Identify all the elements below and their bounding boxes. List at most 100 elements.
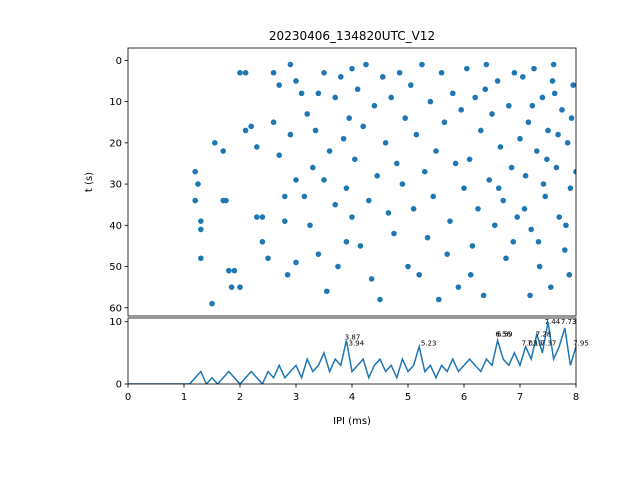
dot [517, 135, 523, 142]
dot [349, 65, 355, 72]
dot [573, 168, 576, 175]
annotation: 6.59 [497, 330, 513, 338]
y-tick-label: 0 [116, 380, 122, 391]
dot [195, 181, 201, 187]
y-axis-label: t (s) [84, 172, 95, 192]
dot [237, 284, 243, 290]
y-tick-label: 20 [109, 138, 122, 149]
dot [287, 61, 294, 68]
dot [469, 243, 476, 249]
dot [340, 135, 347, 142]
dot [357, 243, 364, 249]
dot [549, 78, 556, 84]
dot [332, 201, 339, 208]
dot [542, 193, 548, 200]
dot [529, 102, 536, 109]
dot [553, 164, 560, 171]
dot [335, 263, 341, 270]
dot [259, 214, 266, 220]
dot [380, 74, 386, 80]
dot [494, 78, 501, 84]
dot [307, 222, 313, 229]
annotation: 7.13 [527, 340, 543, 348]
dot [293, 177, 299, 183]
annotation: 7.73 [561, 318, 577, 326]
dot [522, 173, 529, 179]
dot [408, 82, 414, 88]
dot [441, 119, 448, 126]
dot [467, 271, 474, 278]
dot [550, 61, 557, 68]
dot [349, 214, 355, 220]
y-tick-label: 0 [116, 56, 122, 67]
dot [343, 238, 350, 245]
dot [534, 148, 540, 154]
dot [282, 218, 288, 224]
dot [514, 214, 520, 220]
dot [520, 74, 526, 80]
dot [455, 284, 462, 290]
dot [346, 115, 353, 121]
dot [237, 69, 243, 76]
dot [248, 123, 254, 130]
dot [568, 115, 575, 121]
dot [556, 214, 562, 220]
dot [433, 148, 439, 154]
dot [242, 127, 249, 134]
y-tick-label: 50 [109, 262, 122, 273]
dot [223, 197, 229, 204]
dot [253, 214, 260, 220]
dot [511, 69, 518, 76]
x-tick-label: 4 [349, 392, 355, 403]
dot [312, 127, 319, 134]
dot [391, 230, 397, 237]
dot [371, 102, 378, 109]
x-axis-label: IPI (ms) [333, 416, 371, 427]
dot [212, 140, 218, 146]
dot [259, 238, 266, 245]
annotation: 7.28 [536, 330, 552, 338]
dot [321, 69, 327, 76]
dot [508, 164, 515, 171]
dot [531, 65, 537, 72]
dot [419, 61, 425, 68]
dot [489, 111, 495, 117]
dot [396, 69, 403, 76]
dot [310, 164, 316, 171]
x-tick-label: 2 [237, 392, 243, 403]
dot [555, 131, 561, 138]
dot [566, 271, 573, 278]
annotation: 7.37 [541, 340, 557, 348]
dot [452, 160, 459, 167]
dot [450, 90, 456, 97]
axes-frame [127, 317, 577, 385]
annotation: 3.87 [345, 333, 361, 341]
dot [548, 284, 554, 290]
dot [228, 284, 235, 290]
line [128, 321, 576, 384]
dot [198, 226, 204, 233]
dot [416, 271, 423, 278]
dot [265, 255, 271, 262]
dot [503, 255, 509, 262]
dot [461, 185, 467, 191]
dot [486, 177, 493, 183]
dot [563, 222, 569, 229]
dot [539, 94, 546, 101]
x-tick-label: 7 [517, 392, 523, 403]
dot [394, 160, 400, 167]
dot [304, 111, 311, 117]
dot [472, 94, 479, 101]
x-tick-label: 8 [573, 392, 579, 403]
dot [352, 156, 358, 163]
dot [368, 276, 375, 282]
dot [521, 206, 528, 212]
dot [424, 234, 431, 241]
dot [220, 148, 226, 154]
dot [525, 119, 532, 126]
dot [495, 185, 502, 191]
dot [324, 288, 330, 295]
dot [564, 140, 571, 146]
dot [402, 115, 409, 121]
dot [282, 193, 288, 200]
